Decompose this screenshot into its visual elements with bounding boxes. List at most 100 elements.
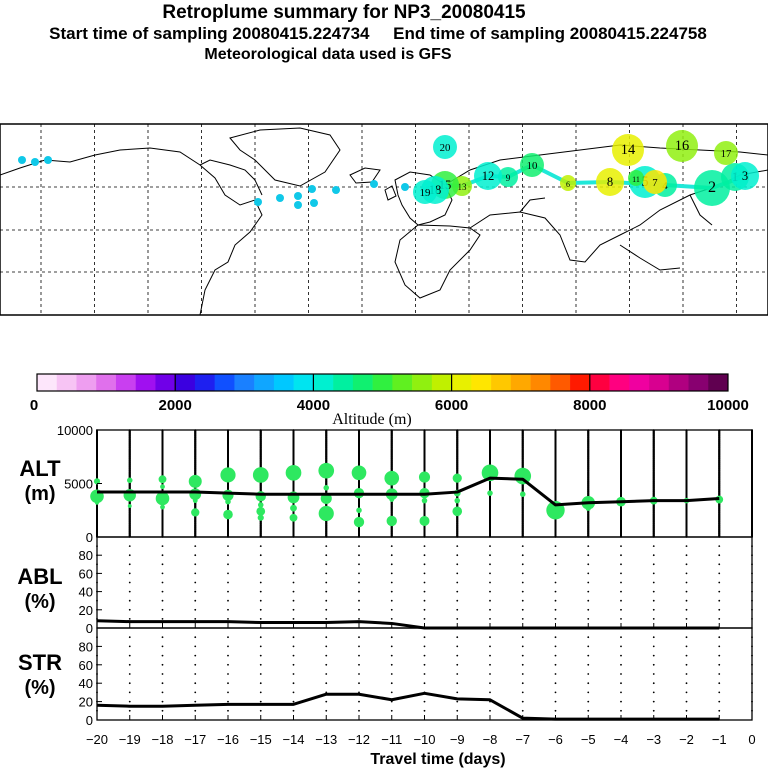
colorbar-cell-6 <box>155 374 176 391</box>
map-minor-dot-9 <box>401 183 409 191</box>
map-cluster-8 <box>596 168 624 196</box>
grid-dot <box>128 429 131 432</box>
map-cluster-19 <box>413 180 437 204</box>
colorbar-cell-10 <box>234 374 255 391</box>
colorbar-cell-3 <box>96 374 117 391</box>
map-cluster-17 <box>714 141 738 165</box>
grid-dot <box>161 429 164 432</box>
colorbar-cell-1 <box>56 374 77 391</box>
map-cluster-16 <box>666 130 698 162</box>
colorbar-cell-31 <box>649 374 670 391</box>
map-cluster-label-6: 6 <box>566 180 570 189</box>
colorbar-cell-32 <box>668 374 689 391</box>
colorbar-cell-0 <box>37 374 58 391</box>
colorbar-cell-25 <box>530 374 551 391</box>
map-minor-dot-5 <box>294 192 302 200</box>
map-cluster-label-13: 13 <box>458 182 468 192</box>
colorbar-cell-30 <box>629 374 650 391</box>
colorbar-frame <box>36 373 729 392</box>
colorbar-cell-20 <box>431 374 452 391</box>
colorbar-tick-8000: 8000 <box>573 397 606 414</box>
colorbar-cell-13 <box>293 374 314 391</box>
colorbar-cell-18 <box>392 374 413 391</box>
grid-dot <box>227 429 229 432</box>
map-minor-dot-2 <box>44 156 52 164</box>
map-cluster-markers: 1234567891011121314151617181920 <box>18 130 759 209</box>
map-cluster-label-9: 9 <box>506 173 511 183</box>
map-cluster-20 <box>433 135 457 159</box>
colorbar-cell-15 <box>333 374 354 391</box>
colorbar-cell-16 <box>352 374 373 391</box>
map-panel: 1234567891011121314151617181920 <box>0 123 768 316</box>
colorbar-cell-17 <box>372 374 393 391</box>
map-minor-dot-1 <box>31 158 39 166</box>
colorbar-tick-0: 0 <box>30 397 38 414</box>
page-title: Retroplume summary for NP3_20080415 <box>162 2 526 23</box>
map-cluster-12 <box>474 162 502 190</box>
map-cluster-3 <box>731 162 759 190</box>
colorbar-cell-5 <box>135 374 156 391</box>
colorbar-cell-26 <box>550 374 571 391</box>
map-frame <box>0 123 768 316</box>
map-cluster-9 <box>498 167 518 187</box>
map-cluster-10 <box>520 153 544 177</box>
sampling-times: Start time of sampling 20080415.224734 E… <box>49 24 707 43</box>
colorbar-cell-29 <box>609 374 630 391</box>
map-cluster-7 <box>643 170 667 194</box>
map-cluster-label-14: 14 <box>621 142 635 158</box>
map-cluster-label-17: 17 <box>721 148 732 160</box>
colorbar-tick-6000: 6000 <box>435 397 468 414</box>
colorbar-tick-4000: 4000 <box>297 397 330 414</box>
map-minor-dot-6 <box>308 185 316 193</box>
map-cluster-label-8: 8 <box>607 175 613 189</box>
grid-dot <box>194 429 197 432</box>
map-cluster-label-16: 16 <box>675 138 689 154</box>
colorbar: 0 2000 4000 6000 8000 10000 Altitude (m) <box>30 373 749 428</box>
colorbar-cell-33 <box>688 374 709 391</box>
colorbar-cell-8 <box>194 374 215 391</box>
map-cluster-label-20: 20 <box>440 142 451 154</box>
colorbar-tick-labels: 0 2000 4000 6000 8000 10000 <box>30 397 749 414</box>
colorbar-cell-14 <box>313 374 334 391</box>
colorbar-cell-11 <box>254 374 275 391</box>
map-minor-dot-8 <box>370 180 378 188</box>
map-cluster-label-19: 19 <box>420 187 431 199</box>
map-minor-dot-7 <box>332 186 340 194</box>
colorbar-cell-9 <box>214 374 235 391</box>
colorbar-cell-28 <box>589 374 610 391</box>
colorbar-cells <box>37 374 729 391</box>
colorbar-cell-2 <box>76 374 97 391</box>
map-minor-dot-3 <box>254 198 262 206</box>
map-minor-dot-10 <box>294 201 302 209</box>
map-minor-dot-11 <box>310 199 318 207</box>
map-cluster-label-7: 7 <box>652 177 658 189</box>
met-data-line: Meteorological data used is GFS <box>204 46 452 63</box>
map-cluster-label-2: 2 <box>708 178 716 196</box>
colorbar-cell-23 <box>491 374 512 391</box>
map-cluster-11 <box>628 170 644 186</box>
map-cluster-label-10: 10 <box>527 160 538 172</box>
map-cluster-14 <box>612 134 644 166</box>
colorbar-cell-4 <box>115 374 137 391</box>
map-cluster-label-11: 11 <box>632 175 640 184</box>
map-cluster-label-12: 12 <box>482 169 495 183</box>
colorbar-label: Altitude (m) <box>332 411 412 428</box>
grid-dot <box>259 429 262 432</box>
colorbar-cell-22 <box>471 374 492 391</box>
colorbar-cell-19 <box>412 374 433 391</box>
colorbar-tick-10000: 10000 <box>707 397 749 414</box>
colorbar-cell-27 <box>570 374 591 391</box>
colorbar-tick-2000: 2000 <box>159 397 192 414</box>
map-cluster-label-3: 3 <box>742 169 748 183</box>
map-minor-dot-4 <box>276 194 284 202</box>
colorbar-cell-34 <box>708 374 729 391</box>
colorbar-cell-7 <box>175 374 196 391</box>
map-cluster-2 <box>694 170 730 206</box>
colorbar-cell-24 <box>510 374 531 391</box>
colorbar-cell-12 <box>273 374 294 391</box>
map-minor-dot-0 <box>18 156 26 164</box>
map-cluster-6 <box>560 175 576 191</box>
colorbar-cell-21 <box>451 374 472 391</box>
